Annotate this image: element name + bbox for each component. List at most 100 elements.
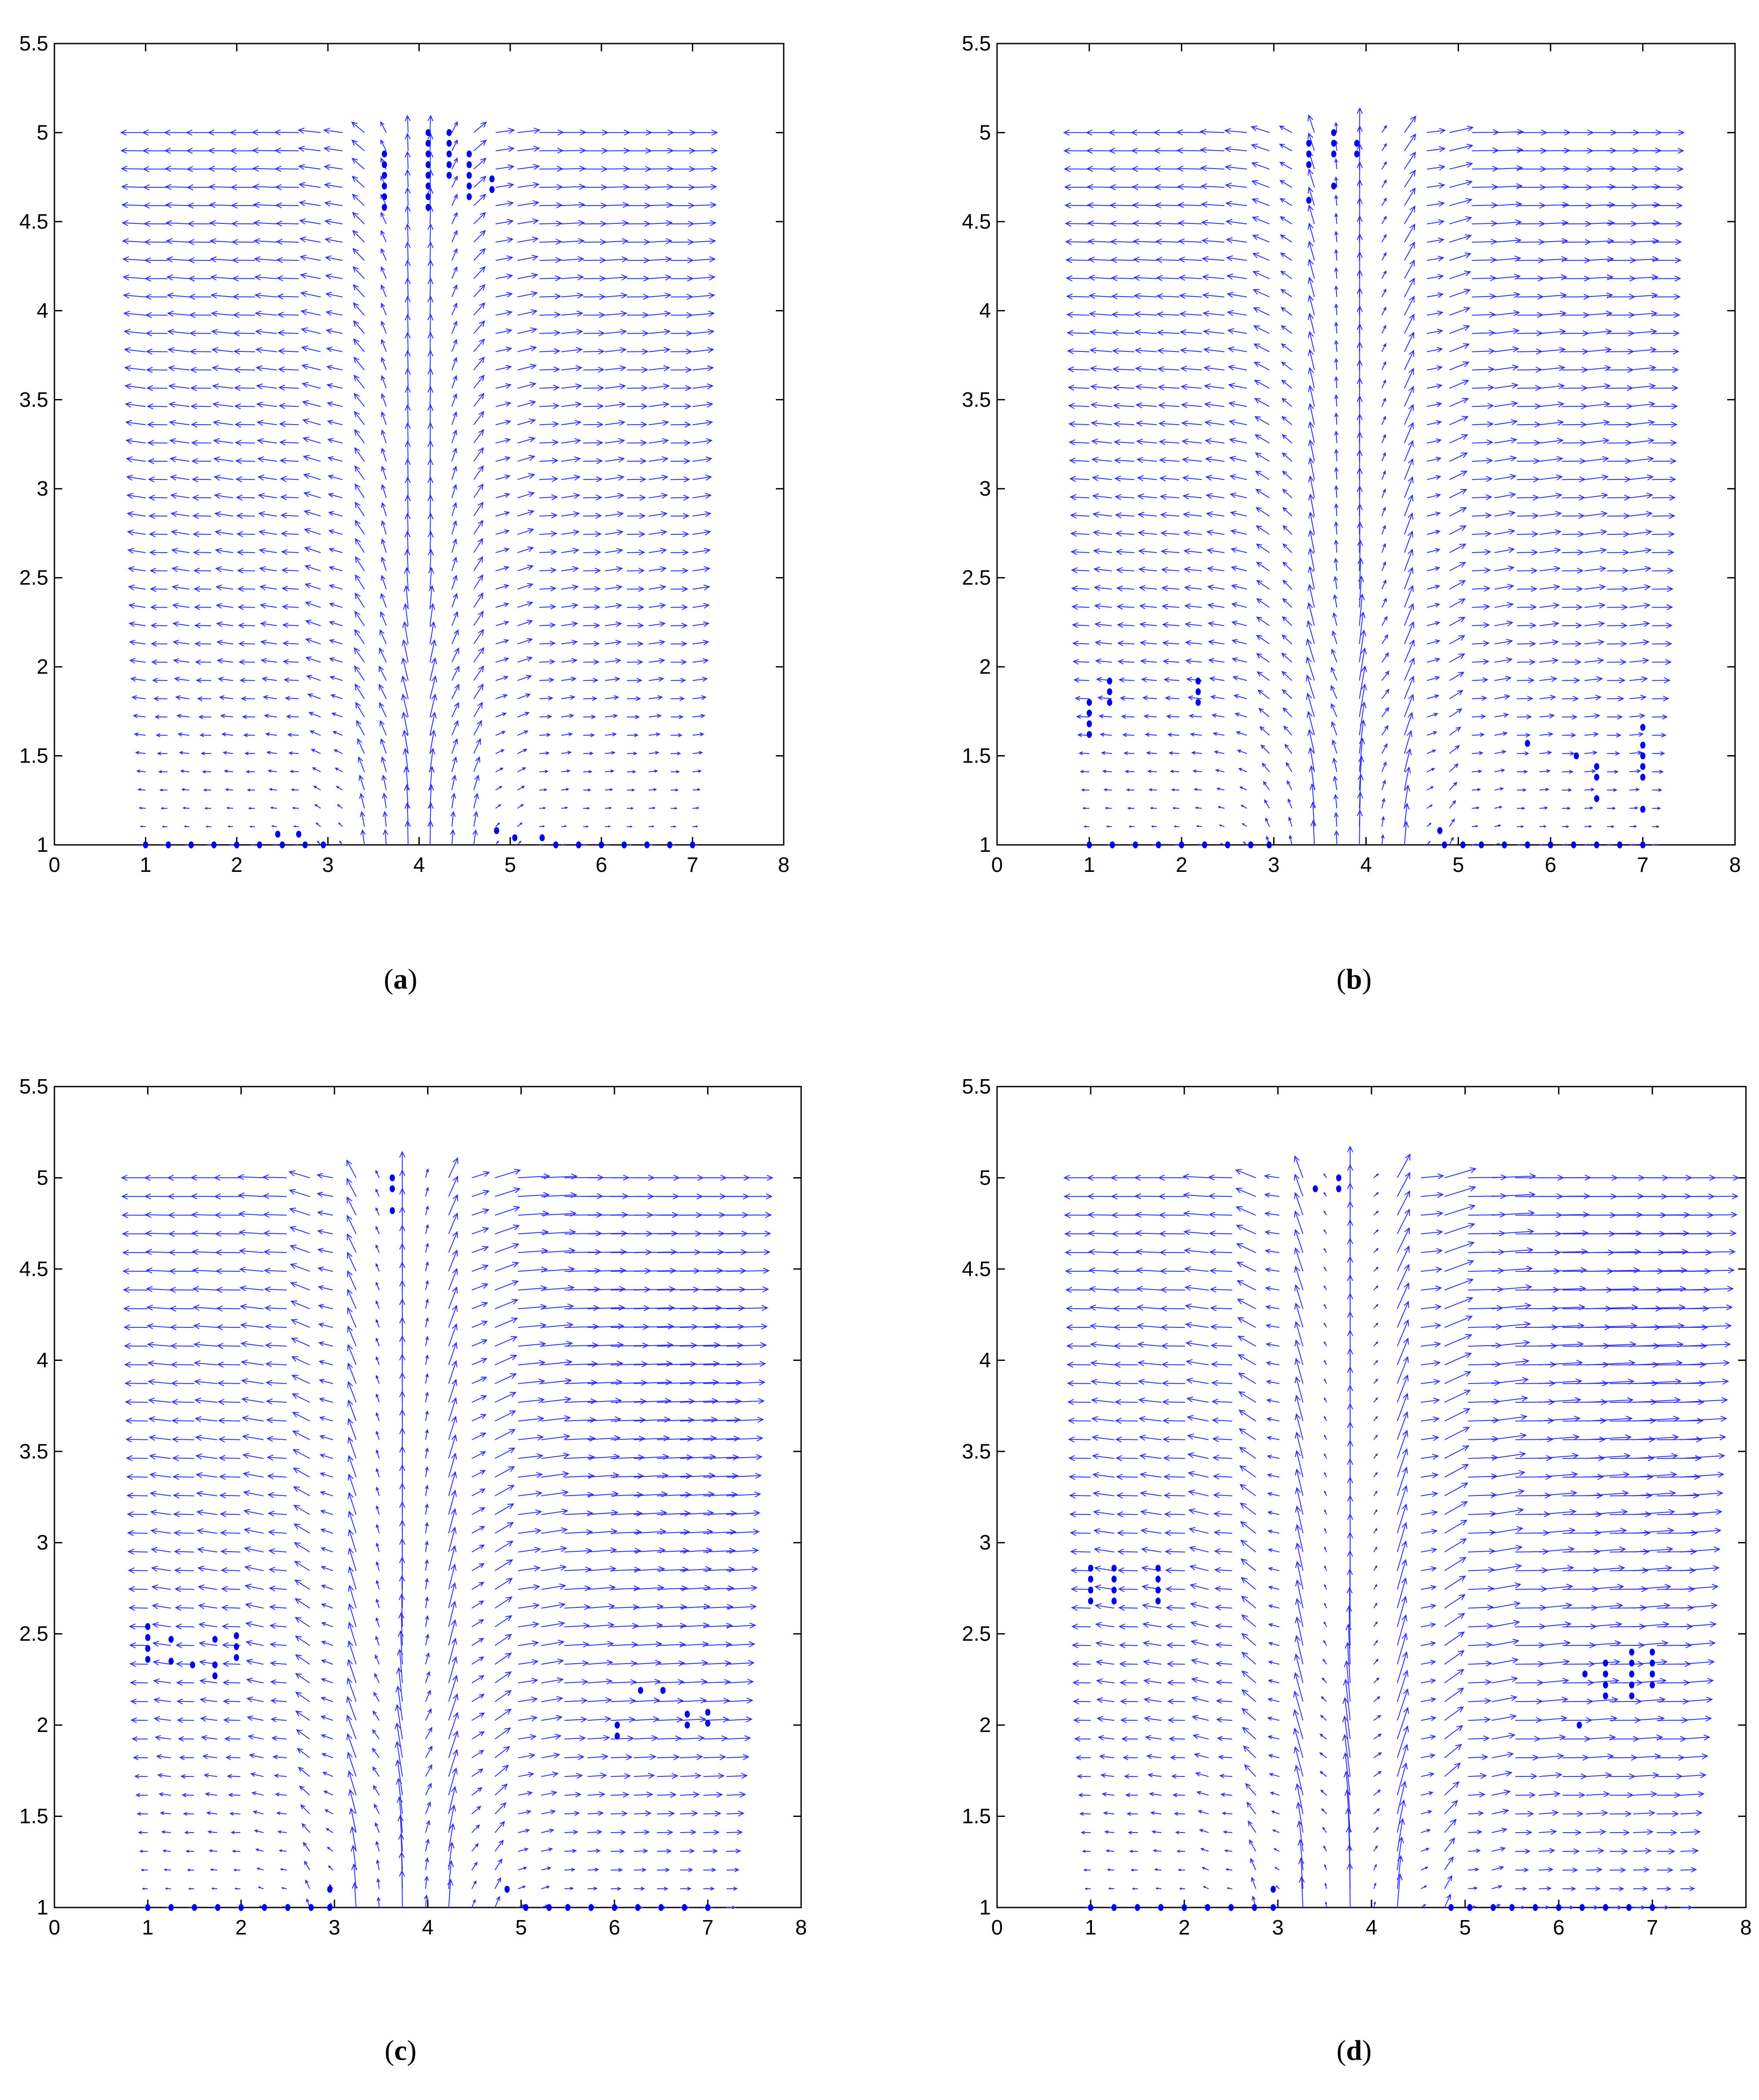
quiver-arrow-head [309, 730, 314, 734]
quiver-arrow [1164, 679, 1179, 681]
quiver-arrow-head [333, 749, 338, 753]
quiver-arrow [1404, 622, 1414, 645]
quiver-arrow [1381, 780, 1385, 790]
quiver-arrow-head [188, 275, 195, 282]
quiver-arrow-head [323, 146, 330, 152]
quiver-arrow [473, 284, 485, 297]
quiver-arrow [517, 311, 537, 316]
quiver-arrow-head [1237, 750, 1241, 753]
quiver-arrow-head [1358, 755, 1365, 763]
y-tick-label: 1 [979, 834, 991, 857]
quiver-arrow [561, 531, 579, 535]
quiver-arrow-head [1434, 694, 1439, 699]
quiver-arrow-head [1280, 270, 1286, 276]
quiver-arrow-head [453, 193, 458, 199]
quiver-arrow [264, 1251, 287, 1253]
quiver-arrow-head [189, 1906, 192, 1909]
quiver-arrow-head [660, 529, 667, 536]
quiver-arrow [1166, 697, 1179, 699]
quiver-arrow-head [1090, 402, 1098, 409]
quiver-arrow-head [641, 385, 648, 392]
quiver-arrow-head [503, 675, 509, 680]
quiver-arrow [135, 733, 146, 736]
quiver-arrow-head [1070, 530, 1077, 537]
quiver-arrow [1088, 204, 1112, 206]
quiver-arrow-head [144, 239, 151, 245]
quiver-arrow [1112, 332, 1135, 334]
quiver-arrow-head [1279, 198, 1285, 203]
quiver-arrow-head [1230, 492, 1237, 498]
quiver-arrow-head [497, 822, 500, 825]
quiver-arrow-head [452, 520, 457, 526]
quiver-arrow-head [216, 603, 222, 609]
quiver-arrow-head [1429, 804, 1433, 807]
quiver-arrow-head [1516, 165, 1523, 171]
quiver-arrow-head [1551, 658, 1559, 664]
quiver-arrow [539, 332, 560, 334]
quiver-arrow-head [637, 641, 644, 647]
quiver-arrow-head [1187, 695, 1193, 700]
quiver-arrow-head [1227, 310, 1234, 316]
quiver-arrow-head [590, 733, 595, 737]
quiver-arrow-head [1479, 751, 1484, 755]
quiver-arrow-head [1083, 825, 1086, 828]
quiver-arrow [452, 122, 458, 133]
quiver-arrow [1539, 276, 1567, 279]
quiver-arrow-head [666, 202, 673, 208]
quiver-arrow-head [663, 365, 671, 371]
quiver-arrow [277, 277, 299, 279]
quiver-arrow [1068, 368, 1089, 371]
quiver-arrow [649, 222, 672, 225]
quiver-arrow [1584, 659, 1604, 663]
quiver-arrow [1382, 143, 1387, 151]
quiver-arrow [495, 184, 514, 188]
quiver-arrow-head [1154, 184, 1161, 190]
quiver-arrow [404, 730, 409, 754]
quiver-arrow [692, 494, 711, 499]
quiver-arrow-head [1105, 807, 1108, 810]
quiver-arrow [1169, 752, 1179, 754]
quiver-arrow [627, 625, 643, 626]
quiver-arrow-head [1563, 183, 1570, 190]
quiver-arrow-head [193, 549, 200, 556]
quiver-arrow-head [1196, 825, 1199, 827]
quiver-arrow-head [1068, 457, 1076, 464]
quiver-arrow-head [1119, 695, 1125, 701]
quiver-arrow-head [1280, 216, 1286, 221]
quiver-arrow-head [453, 321, 458, 326]
quiver-arrow [473, 411, 484, 425]
quiver-arrow [1539, 331, 1566, 334]
quiver-arrow-head [1064, 202, 1072, 209]
quiver-arrow [1309, 277, 1315, 297]
quiver-arrow-head [1088, 257, 1095, 263]
quiver-arrow [605, 422, 625, 425]
quiver-arrow [692, 531, 711, 535]
quiver-arrow-head [149, 567, 156, 574]
quiver-arrow-head [505, 438, 511, 443]
quiver-arrow [1494, 604, 1513, 608]
quiver-arrow-head [1310, 819, 1317, 827]
quiver-arrow [648, 513, 667, 517]
marker-point [425, 150, 431, 158]
quiver-arrow-head [381, 556, 386, 563]
quiver-arrow-head [1240, 804, 1244, 807]
quiver-arrow [429, 296, 431, 315]
quiver-arrow [539, 205, 562, 206]
quiver-arrow [1382, 325, 1386, 334]
quiver-arrow-head [1385, 670, 1390, 675]
quiver-arrow [353, 303, 365, 316]
quiver-arrow [1205, 403, 1225, 407]
quiver-arrow [1449, 782, 1457, 790]
quiver-arrow-head [381, 538, 386, 544]
quiver-arrow-head [305, 638, 312, 643]
quiver-arrow [1472, 350, 1494, 352]
quiver-arrow-head [498, 804, 502, 807]
quiver-arrow-head [303, 473, 310, 479]
quiver-arrow [327, 402, 343, 407]
quiver-arrow-head [1481, 695, 1487, 701]
quiver-arrow [381, 466, 387, 480]
quiver-arrow [1494, 475, 1516, 480]
quiver-arrow-head [555, 275, 562, 281]
quiver-arrow-head [575, 402, 582, 408]
quiver-arrow [128, 568, 146, 571]
